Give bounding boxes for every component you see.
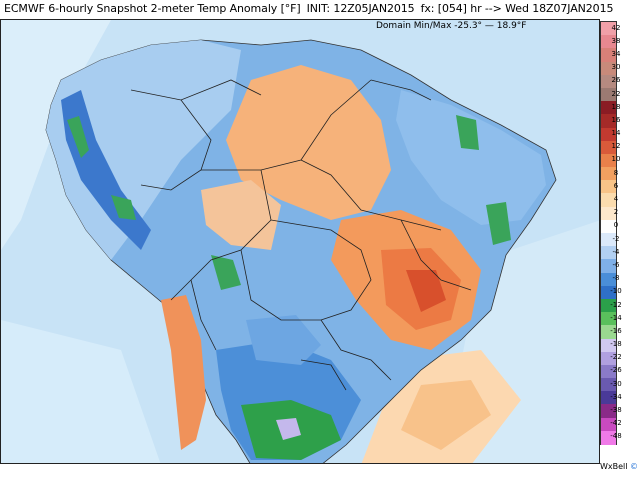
legend-swatch <box>601 404 616 419</box>
credit-text: WxBell <box>600 462 628 471</box>
legend-swatch <box>601 259 616 274</box>
legend-swatch <box>601 272 616 287</box>
andes-green-2 <box>111 195 136 220</box>
legend-swatch <box>601 233 616 247</box>
legend-label: -38 <box>610 406 622 415</box>
andes-green-1 <box>67 116 89 158</box>
coast-green <box>486 202 511 245</box>
ocean-warm-core <box>401 380 491 450</box>
color-legend <box>600 21 617 445</box>
legend-swatch <box>601 74 616 89</box>
legend-swatch <box>601 61 616 76</box>
legend-label: -14 <box>610 313 622 322</box>
legend-swatch <box>601 22 616 36</box>
legend-swatch <box>601 430 616 445</box>
legend-label: 18 <box>611 102 621 111</box>
legend-label: -2 <box>612 234 620 243</box>
legend-swatch <box>601 312 616 326</box>
legend-label: -10 <box>610 287 622 296</box>
legend-swatch <box>601 391 616 405</box>
legend-label: 30 <box>611 63 621 72</box>
init-label: INIT: 12Z05JAN2015 <box>306 2 415 15</box>
legend-swatch <box>601 193 616 208</box>
bolivia-green <box>211 255 241 290</box>
amazon-warm-region <box>226 65 391 220</box>
legend-label: -22 <box>610 353 622 362</box>
legend-label: 42 <box>611 23 621 32</box>
legend-swatch <box>601 285 616 300</box>
legend-label: 10 <box>611 155 621 164</box>
northeast-green <box>456 115 479 150</box>
legend-swatch <box>601 417 616 432</box>
legend-swatch <box>601 351 616 366</box>
legend-label: -48 <box>610 432 622 441</box>
paraguay-cool-region <box>246 315 321 365</box>
legend-swatch <box>601 167 616 181</box>
legend-swatch <box>601 87 616 102</box>
legend-swatch <box>601 140 616 155</box>
legend-swatch <box>601 48 616 63</box>
legend-label: 14 <box>611 129 621 138</box>
legend-label: 0 <box>613 221 619 230</box>
forecast-label: fx: [054] hr --> Wed 18Z07JAN2015 <box>420 2 614 15</box>
legend-label: -42 <box>610 419 622 428</box>
country-borders <box>130 79 472 391</box>
ocean-patch-sw <box>1 320 161 463</box>
legend-label: -8 <box>612 274 620 283</box>
legend-swatch <box>601 206 616 221</box>
credit: WxBell © <box>600 462 638 471</box>
northwest-cool-region <box>46 40 241 260</box>
legend-swatch <box>601 364 616 379</box>
pampas-purple <box>276 418 301 440</box>
legend-swatch <box>601 35 616 49</box>
legend-label: 34 <box>611 49 621 58</box>
central-warm-region <box>201 180 281 250</box>
legend-swatch <box>601 338 616 353</box>
legend-label: 4 <box>613 195 619 204</box>
southeast-hot-spot <box>406 270 446 312</box>
legend-swatch <box>601 378 616 392</box>
legend-label: 26 <box>611 76 621 85</box>
map-canvas <box>1 20 599 463</box>
legend-label: 38 <box>611 36 621 45</box>
model-label: ECMWF 6-hourly Snapshot 2-meter Temp Ano… <box>4 2 301 15</box>
legend-label: 2 <box>613 208 619 217</box>
legend-swatch <box>601 101 616 115</box>
legend-swatch <box>601 325 616 339</box>
legend-label: 12 <box>611 142 621 151</box>
legend-label: 22 <box>611 89 621 98</box>
legend-label: -34 <box>610 392 622 401</box>
anomaly-map <box>0 19 600 464</box>
legend-label: -6 <box>612 260 620 269</box>
legend-swatch <box>601 180 616 194</box>
domain-minmax: Domain Min/Max -25.3° — 18.9°F <box>376 21 527 31</box>
legend-label: -26 <box>610 366 622 375</box>
map-title: ECMWF 6-hourly Snapshot 2-meter Temp Ano… <box>4 2 619 15</box>
legend-swatch <box>601 246 616 260</box>
legend-label: 6 <box>613 181 619 190</box>
legend-label: -18 <box>610 340 622 349</box>
legend-label: -16 <box>610 326 622 335</box>
legend-label: 8 <box>613 168 619 177</box>
chile-warm-strip <box>161 295 206 450</box>
legend-swatch <box>601 219 616 234</box>
northeast-cool-region <box>396 90 546 225</box>
credit-mark: © <box>630 462 639 471</box>
legend-swatch <box>601 127 616 142</box>
legend-label: -12 <box>610 300 622 309</box>
ocean-patch-nw <box>1 20 111 250</box>
legend-label: -30 <box>610 379 622 388</box>
legend-swatch <box>601 298 616 313</box>
legend-label: 16 <box>611 115 621 124</box>
legend-swatch <box>601 114 616 128</box>
legend-swatch <box>601 153 616 168</box>
legend-label: -4 <box>612 247 620 256</box>
